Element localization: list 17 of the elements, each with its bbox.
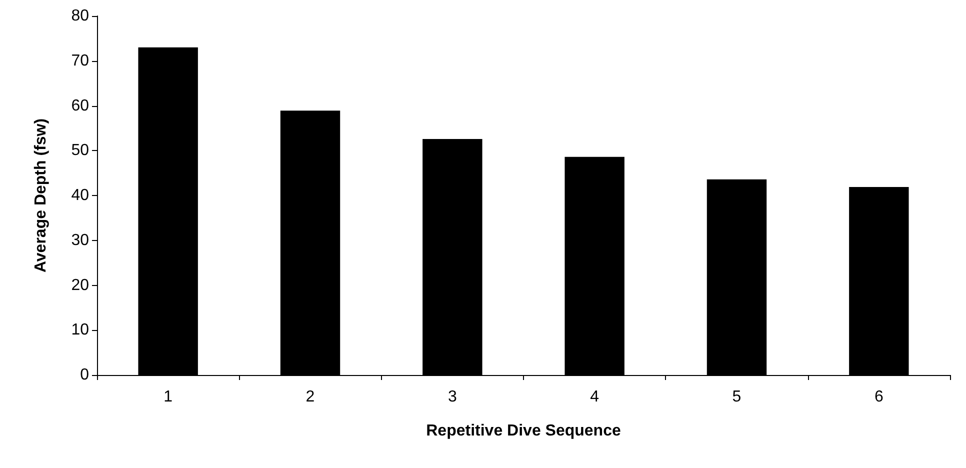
- x-axis-title: Repetitive Dive Sequence: [426, 422, 621, 440]
- y-tick-label: 30: [71, 232, 90, 249]
- y-tick-label: 50: [71, 142, 90, 160]
- x-tick-label: 1: [164, 388, 173, 406]
- y-tick-label: 70: [71, 52, 90, 70]
- y-tick-label: 20: [71, 276, 90, 294]
- y-tick-label: 0: [80, 366, 90, 384]
- y-tick-label: 80: [71, 8, 90, 24]
- y-axis-title: Average Depth (fsw): [32, 118, 50, 273]
- x-tick-label: 6: [874, 388, 884, 406]
- y-tick-label: 40: [71, 187, 90, 204]
- y-tick-label: 60: [71, 97, 90, 114]
- y-tick-label: 10: [71, 322, 90, 339]
- x-tick-label: 3: [448, 388, 457, 406]
- x-tick-label: 2: [306, 388, 315, 406]
- x-tick-label: 5: [732, 388, 742, 406]
- x-tick-label: 4: [590, 388, 600, 406]
